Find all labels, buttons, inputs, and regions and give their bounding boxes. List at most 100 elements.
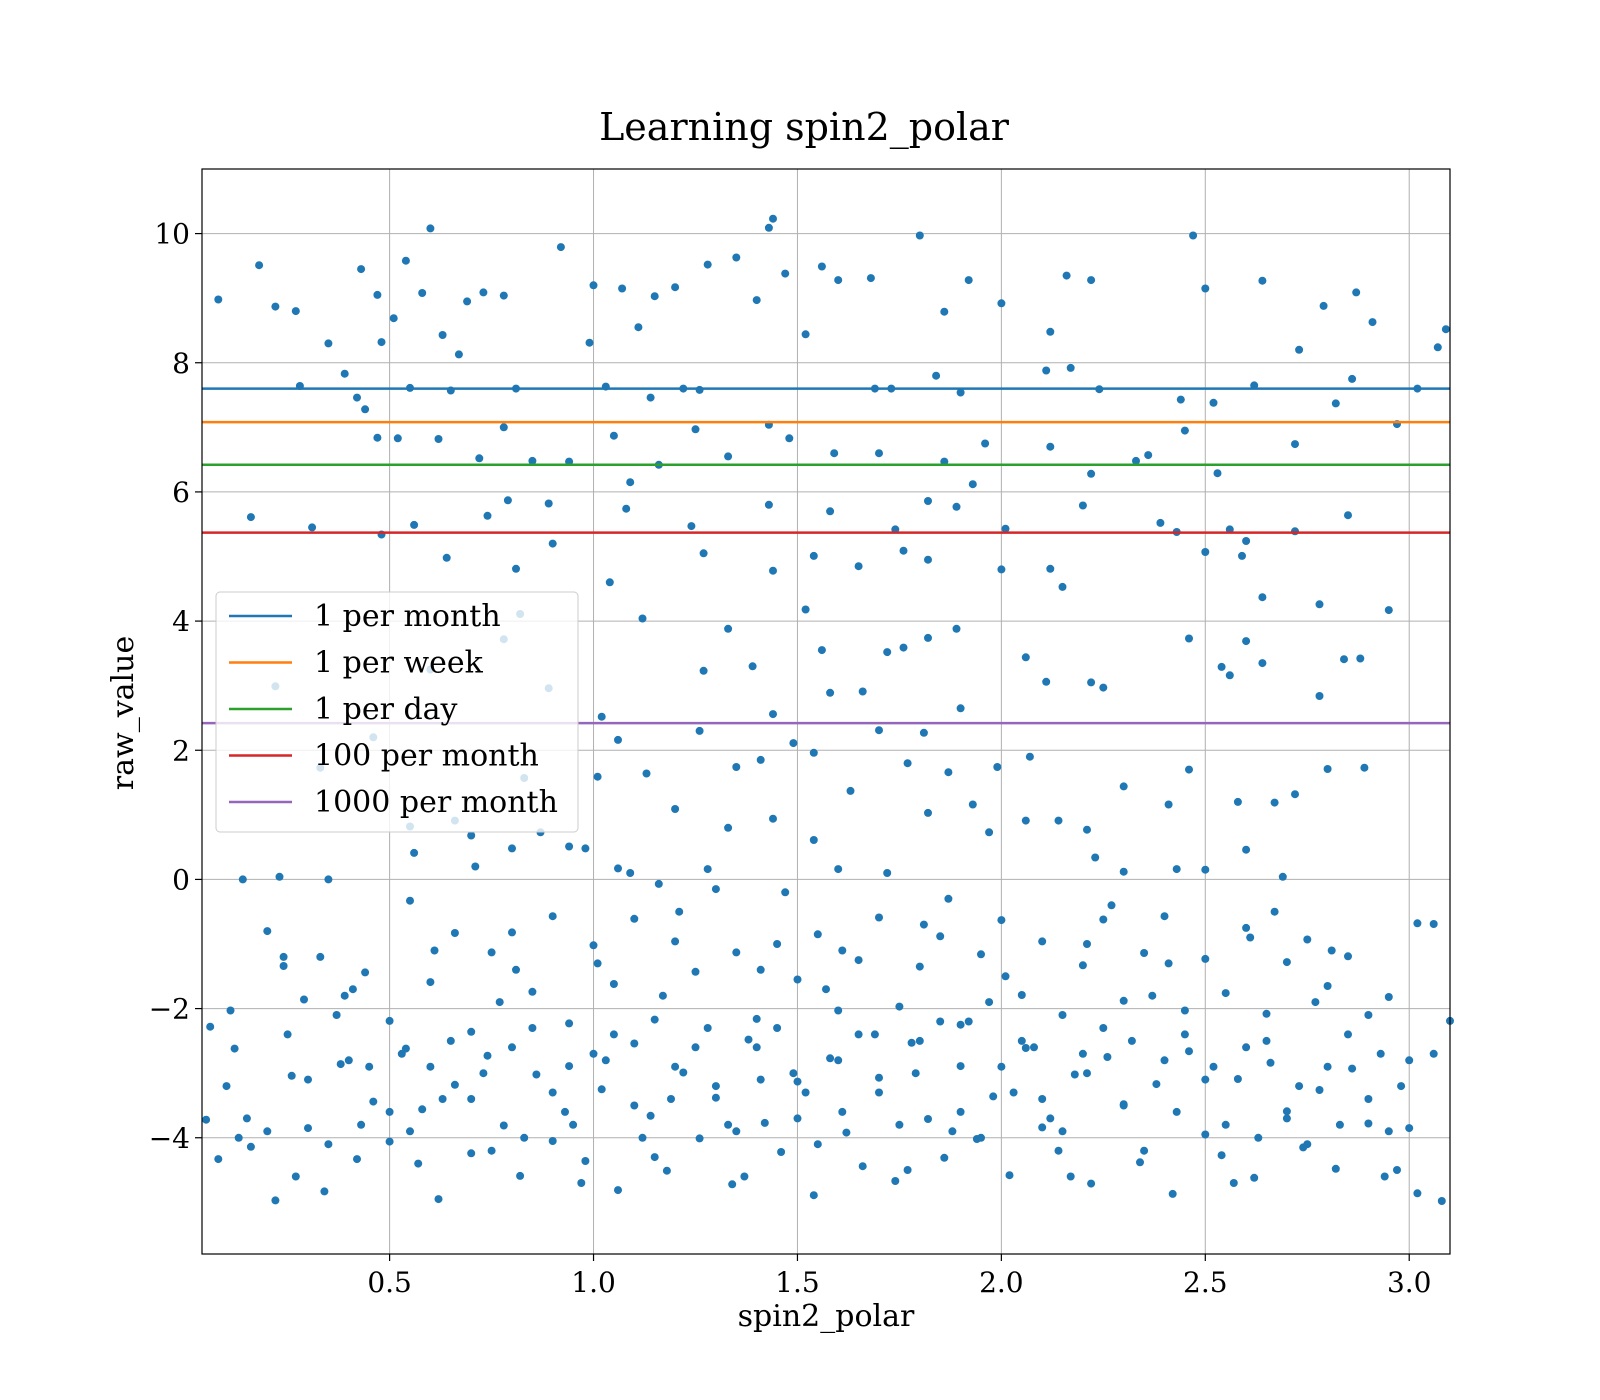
data-point xyxy=(324,1140,333,1149)
data-point xyxy=(662,1166,671,1175)
data-point xyxy=(1042,677,1051,686)
data-point xyxy=(1087,1179,1096,1188)
data-point xyxy=(1038,1095,1047,1103)
data-point xyxy=(320,1187,329,1196)
data-point xyxy=(1168,1189,1177,1198)
data-point xyxy=(1315,600,1324,609)
data-point xyxy=(471,862,480,871)
data-point xyxy=(875,726,883,735)
data-point xyxy=(1413,919,1422,928)
y-tick-label: 2 xyxy=(172,734,190,767)
data-point xyxy=(1384,1127,1393,1136)
data-point xyxy=(1331,1164,1340,1173)
data-point xyxy=(1221,1120,1230,1129)
data-point xyxy=(1295,1082,1304,1091)
data-point xyxy=(418,1105,427,1114)
data-point xyxy=(1185,765,1193,774)
data-point xyxy=(1303,1140,1312,1149)
data-point xyxy=(1054,1146,1063,1155)
data-point xyxy=(1058,582,1067,591)
data-point xyxy=(499,1121,508,1130)
data-point xyxy=(1078,961,1087,970)
data-point xyxy=(801,605,810,614)
data-point xyxy=(732,763,741,771)
data-point xyxy=(373,433,382,442)
data-point xyxy=(1242,637,1251,646)
data-point xyxy=(479,288,488,297)
data-point xyxy=(1315,692,1324,700)
data-point xyxy=(1144,451,1153,460)
data-point xyxy=(793,975,802,984)
legend-label: 1 per month xyxy=(314,599,501,634)
data-point xyxy=(1001,972,1010,981)
data-point xyxy=(989,1092,998,1101)
data-point xyxy=(353,1155,361,1164)
data-point xyxy=(467,1027,476,1036)
data-point xyxy=(1083,1069,1091,1078)
data-point xyxy=(1348,1064,1357,1073)
data-point xyxy=(854,956,863,965)
data-point xyxy=(499,291,508,300)
data-point xyxy=(528,987,537,996)
data-point xyxy=(1242,537,1251,545)
data-point xyxy=(952,624,961,633)
data-point xyxy=(1217,1151,1226,1160)
data-point xyxy=(1054,816,1063,825)
data-point xyxy=(822,985,830,994)
data-point xyxy=(565,1062,574,1071)
data-point xyxy=(756,755,765,764)
data-point xyxy=(997,565,1006,574)
data-point xyxy=(773,940,782,948)
data-point xyxy=(1078,1049,1087,1058)
data-point xyxy=(968,480,977,489)
data-point xyxy=(308,523,317,532)
data-point xyxy=(1405,1056,1414,1065)
data-point xyxy=(752,1043,761,1052)
data-point xyxy=(1327,946,1336,955)
data-point xyxy=(671,283,680,292)
data-point xyxy=(548,1088,557,1097)
grid-lines xyxy=(202,169,1450,1254)
data-point xyxy=(1266,1058,1275,1067)
legend-label: 1 per week xyxy=(314,646,484,681)
data-point xyxy=(813,930,822,939)
data-point xyxy=(226,1006,235,1015)
data-point xyxy=(426,978,435,987)
data-point xyxy=(977,1133,985,1142)
data-point xyxy=(1331,399,1340,408)
data-point xyxy=(1413,1189,1422,1198)
data-point xyxy=(1250,1173,1259,1182)
data-point xyxy=(467,1095,476,1103)
data-point xyxy=(638,1133,647,1142)
data-point xyxy=(1087,469,1096,478)
data-point xyxy=(1352,288,1361,297)
data-point xyxy=(1384,993,1393,1001)
data-point xyxy=(883,648,892,657)
data-point xyxy=(548,539,557,548)
data-point xyxy=(304,1124,312,1133)
data-point xyxy=(348,985,357,994)
data-point xyxy=(1132,456,1140,465)
data-point xyxy=(915,962,924,971)
data-point xyxy=(801,1088,810,1097)
data-point xyxy=(1201,865,1210,874)
data-point xyxy=(1291,527,1299,536)
data-point xyxy=(1364,1119,1373,1128)
data-point xyxy=(1038,1123,1047,1132)
data-point xyxy=(316,952,325,961)
data-point xyxy=(1303,935,1312,944)
y-axis-ticks: −4 −2 0 2 4 6 8 10 xyxy=(149,218,202,1155)
y-tick-label: 10 xyxy=(154,218,190,251)
data-point xyxy=(1087,276,1096,285)
data-point xyxy=(903,1166,912,1174)
data-point xyxy=(1233,1075,1242,1083)
data-point xyxy=(230,1044,239,1053)
data-point xyxy=(1091,853,1100,862)
data-point xyxy=(589,1049,598,1058)
data-point xyxy=(777,1148,786,1156)
data-point xyxy=(279,952,288,961)
data-point xyxy=(324,875,333,884)
x-tick-label: 3.0 xyxy=(1387,1266,1432,1299)
x-tick-label: 1.0 xyxy=(571,1266,616,1299)
data-point xyxy=(1344,511,1352,520)
